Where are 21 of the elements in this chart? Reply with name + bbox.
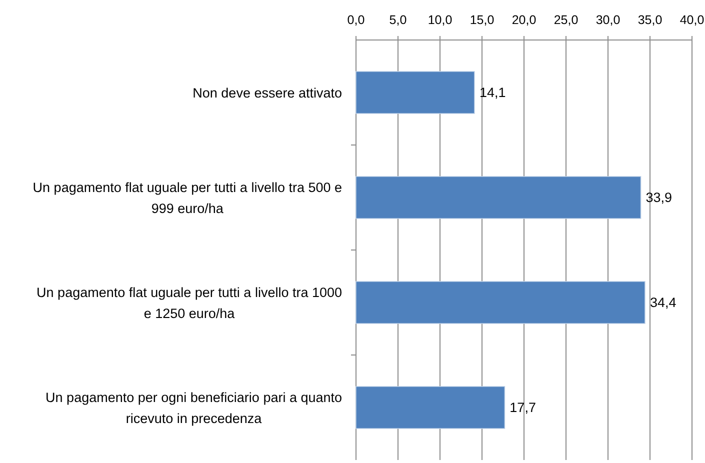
y-tick-label: Un pagamento flat uguale per tutti a livello tra 500 e 999 euro/ha: [32, 180, 342, 216]
y-tick-label: Un pagamento per ogni beneficiario pari a quanto ricevuto in precedenza: [46, 390, 342, 426]
x-tick-label: 15,0: [470, 13, 494, 27]
x-tick-label: 0,0: [347, 13, 365, 27]
data-label: 14,1: [479, 85, 506, 100]
bar: [356, 281, 646, 324]
y-tick-label: Un pagamento flat uguale per tutti a livello tra 1000 e 1250 euro/ha: [36, 284, 342, 320]
y-tick-label: Non deve essere attivato: [192, 85, 342, 100]
bar: [356, 176, 642, 219]
x-tick-label: 25,0: [554, 13, 578, 27]
x-tick-label: 20,0: [512, 13, 536, 27]
data-label: 33,9: [646, 190, 672, 205]
x-tick-label: 30,0: [596, 13, 620, 27]
x-tick-label: 40,0: [680, 13, 704, 27]
bar: [356, 386, 506, 429]
data-label: 17,7: [510, 400, 536, 415]
data-label: 34,4: [650, 295, 677, 310]
bar: [356, 71, 475, 114]
x-tick-label: 35,0: [638, 13, 662, 27]
x-tick-label: 5,0: [389, 13, 407, 27]
x-tick-label: 10,0: [428, 13, 452, 27]
